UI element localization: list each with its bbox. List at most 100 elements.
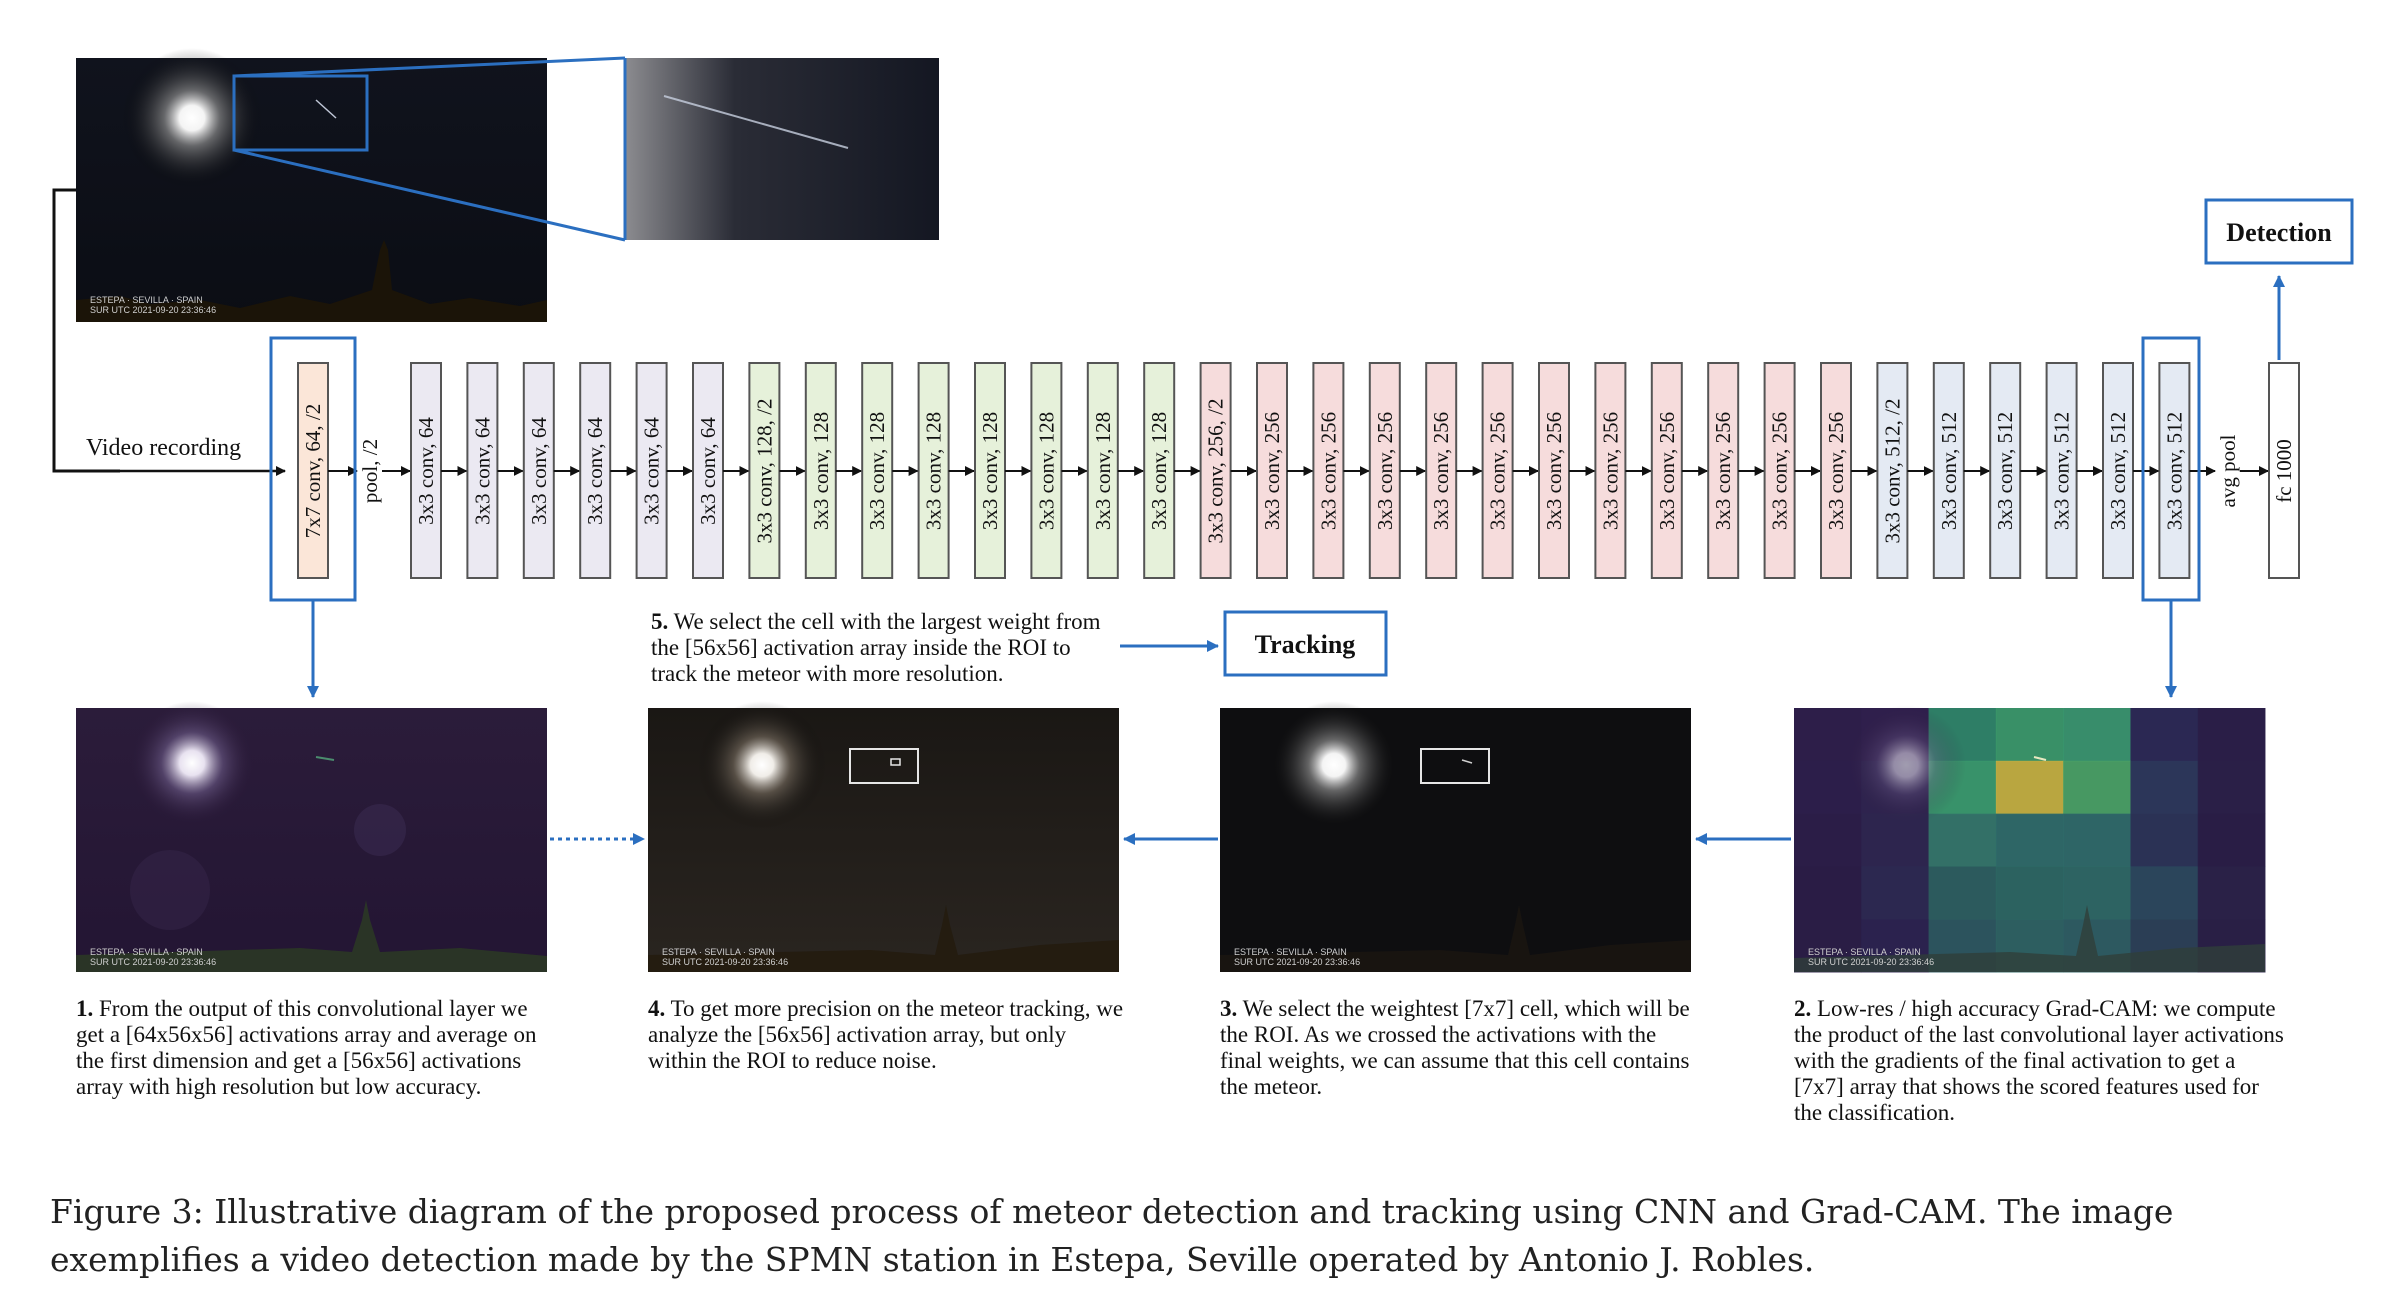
zoom-inset xyxy=(623,58,939,240)
frame-overlay-location: ESTEPA · SEVILLA · SPAIN xyxy=(1234,947,1347,957)
figure-caption: Figure 3: Illustrative diagram of the pr… xyxy=(50,1192,2174,1279)
layer-box xyxy=(297,362,329,579)
layer-box xyxy=(2268,362,2300,579)
moon-icon xyxy=(698,701,826,829)
layer-label: 3x3 conv, 256 xyxy=(1598,412,1622,530)
layer-box xyxy=(1707,362,1740,579)
layer-box xyxy=(579,362,612,579)
detection-label: Detection xyxy=(2226,218,2332,247)
layer-box xyxy=(748,362,781,579)
input-line xyxy=(52,188,120,473)
layer-box xyxy=(861,362,894,579)
layer-label: pool, /2 xyxy=(358,439,382,503)
layer-label: 3x3 conv, 64 xyxy=(527,417,551,525)
layer-box xyxy=(1481,362,1514,579)
layer-label: 3x3 conv, 128 xyxy=(809,412,833,530)
heatmap-cell xyxy=(2130,708,2199,762)
layer-label: 3x3 conv, 128 xyxy=(922,412,946,530)
gradcam-heatmap xyxy=(1794,708,2266,973)
moon-icon xyxy=(130,701,254,825)
heatmap-cell xyxy=(2130,866,2199,920)
frame-overlay-location: ESTEPA · SEVILLA · SPAIN xyxy=(90,947,203,957)
step-number: 4. xyxy=(648,996,666,1021)
step-description: We select the cell with the largest weig… xyxy=(651,609,1101,686)
heatmap-cell xyxy=(1995,760,2064,815)
layer-label: 3x3 conv, 512 xyxy=(1937,412,1961,530)
layer-box xyxy=(1086,362,1119,579)
layer-label: 3x3 conv, 128 xyxy=(1034,412,1058,530)
layer-box xyxy=(1594,362,1627,579)
layer-label: 3x3 conv, 256 xyxy=(1373,412,1397,530)
heatmap-cell xyxy=(1794,866,1862,920)
network-layers: 7x7 conv, 64, /2 pool, /2 3x3 conv, 64 3x3 … xyxy=(297,362,2300,579)
layer-label: 3x3 conv, 512 xyxy=(2106,412,2130,530)
layer-label: 3x3 conv, 64 xyxy=(696,417,720,525)
layer-label: 3x3 conv, 128 xyxy=(865,412,889,530)
heatmap-cell xyxy=(1995,866,2064,920)
roi-panel: ESTEPA · SEVILLA · SPAIN SUR UTC 2021-09… xyxy=(1220,701,1691,972)
zoom-roi-box xyxy=(232,74,369,152)
layer-label: 3x3 conv, 256 xyxy=(1486,412,1510,530)
step-description: To get more precision on the meteor trac… xyxy=(648,996,1124,1073)
frame-overlay-location: ESTEPA · SEVILLA · SPAIN xyxy=(662,947,775,957)
layer-label: 3x3 conv, 256 xyxy=(1655,412,1679,530)
layer-label: 3x3 conv, 256 xyxy=(1260,412,1284,530)
layer-box xyxy=(804,362,837,579)
heatmap-cell xyxy=(2130,813,2199,867)
detection-box xyxy=(2204,198,2354,265)
heatmap-cell xyxy=(2130,760,2199,815)
heatmap-cell xyxy=(1995,708,2064,762)
layer-label: 3x3 conv, 64 xyxy=(414,417,438,525)
layer-label: 3x3 conv, 256 xyxy=(1429,412,1453,530)
layer-box xyxy=(1143,362,1176,579)
step-description: From the output of this convolutional la… xyxy=(76,996,537,1099)
video-recording-label: Video recording xyxy=(86,435,241,461)
roi-box xyxy=(1420,748,1490,784)
moon-icon xyxy=(122,48,262,188)
step2-text: 2. Low-res / high accuracy Grad-CAM: we … xyxy=(1794,996,2284,1126)
activation-panel-1: ESTEPA · SEVILLA · SPAIN SUR UTC 2021-09… xyxy=(76,701,547,972)
heatmap-cell xyxy=(2063,760,2131,815)
step1-text: 1. From the output of this convolutional… xyxy=(76,996,554,1100)
zoom-line-bottom xyxy=(233,148,626,242)
roi-box xyxy=(849,748,919,784)
layer-label: 3x3 conv, 256 xyxy=(1824,412,1848,530)
layer-box xyxy=(522,362,555,579)
tracking-label: Tracking xyxy=(1255,630,1356,659)
heatmap-cell xyxy=(1861,866,1930,920)
layer-label: 3x3 conv, 512 xyxy=(2050,412,2074,530)
layer-label: 3x3 conv, 64 xyxy=(470,417,494,525)
layer-label: 3x3 conv, 128, /2 xyxy=(752,398,776,543)
layer-box xyxy=(410,362,442,579)
zoom-line-top xyxy=(233,56,626,78)
heatmap-cell xyxy=(2063,708,2131,762)
step-number: 3. xyxy=(1220,996,1238,1021)
layer-box xyxy=(2158,362,2191,579)
frame-overlay-location: ESTEPA · SEVILLA · SPAIN xyxy=(90,295,203,305)
tracking-box xyxy=(1223,610,1388,677)
heatmap-cell xyxy=(2197,760,2266,815)
step-description: We select the weightest [7x7] cell, whic… xyxy=(1220,996,1690,1099)
layer-label: 3x3 conv, 128 xyxy=(1091,412,1115,530)
layer-label: fc 1000 xyxy=(2272,439,2296,503)
heatmap-cell xyxy=(1928,866,1997,920)
tracking-panel: ESTEPA · SEVILLA · SPAIN SUR UTC 2021-09… xyxy=(648,701,1119,972)
layer-label: 3x3 conv, 256, /2 xyxy=(1204,398,1228,543)
step3-text: 3. We select the weightest [7x7] cell, w… xyxy=(1220,996,1700,1100)
skyline-silhouette xyxy=(76,240,547,322)
heatmap-cell xyxy=(2197,708,2266,762)
layer-label: 3x3 conv, 512 xyxy=(1993,412,2017,530)
layer-label: 3x3 conv, 256 xyxy=(1711,412,1735,530)
layer-box xyxy=(692,362,724,579)
heatmap-cell xyxy=(1794,813,1862,867)
layer-label: 3x3 conv, 512, /2 xyxy=(1880,398,1904,543)
frame-overlay-timestamp: SUR UTC 2021-09-20 23:36:46 xyxy=(1808,957,1934,967)
gradcam-panel: ESTEPA · SEVILLA · SPAIN SUR UTC 2021-09… xyxy=(1794,705,2266,973)
heatmap-cell xyxy=(2197,866,2266,920)
heatmap-cell xyxy=(2063,813,2131,867)
heatmap-cell xyxy=(2197,813,2266,867)
layer-label: 7x7 conv, 64, /2 xyxy=(301,404,325,539)
layer-label: 3x3 conv, 256 xyxy=(1542,412,1566,530)
frame-overlay-timestamp: SUR UTC 2021-09-20 23:36:46 xyxy=(90,957,216,967)
layer-box xyxy=(1650,362,1683,579)
